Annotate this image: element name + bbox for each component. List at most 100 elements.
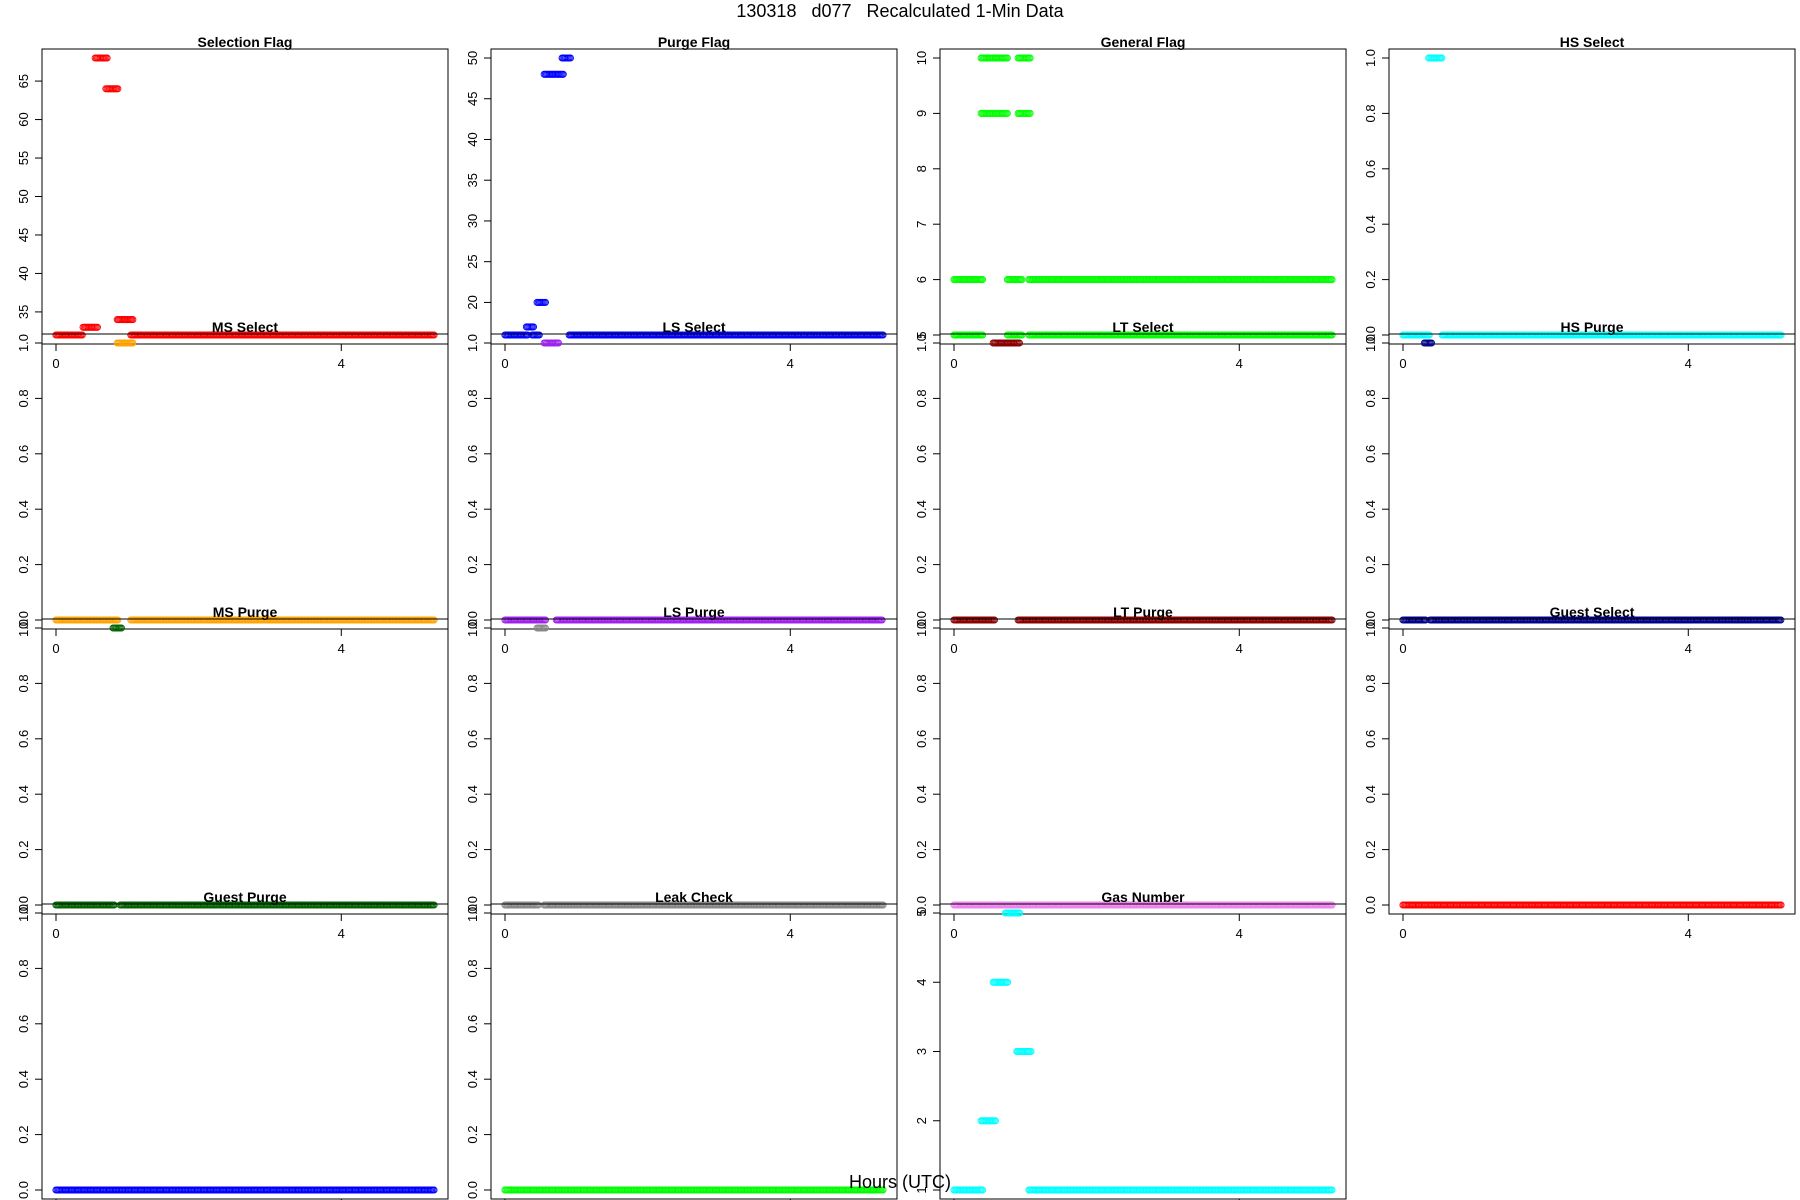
y-tick-label: 0.8 xyxy=(1363,389,1378,407)
data-points xyxy=(1399,339,1785,624)
y-tick-label: 1.0 xyxy=(465,334,480,352)
panel-ms-select: MS Select 0.0 0.2 0.4 0.6 0.8 1.0 0 4 xyxy=(16,319,449,656)
y-tick-label: 50 xyxy=(16,189,31,203)
x-tick-label: 0 xyxy=(950,641,957,656)
data-point xyxy=(1003,109,1011,117)
y-tick-label: 30 xyxy=(465,214,480,228)
y-tick-label: 0.8 xyxy=(16,674,31,692)
data-point xyxy=(129,339,137,347)
y-tick-label: 1.0 xyxy=(16,904,31,922)
panel-title: LT Select xyxy=(1112,319,1174,335)
y-tick-label: 0.6 xyxy=(465,445,480,463)
plot-frame xyxy=(490,333,898,630)
y-tick-label: 0.0 xyxy=(465,611,480,629)
y-tick-label: 0.8 xyxy=(465,674,480,692)
data-point xyxy=(566,54,574,62)
y-tick-label: 0.0 xyxy=(914,611,929,629)
data-point xyxy=(1777,901,1785,909)
data-points xyxy=(950,901,1336,909)
data-points xyxy=(501,54,887,339)
panel-title: MS Select xyxy=(212,319,278,335)
y-tick-label: 20 xyxy=(465,295,480,309)
y-tick-label: 5 xyxy=(914,331,929,338)
data-point xyxy=(529,323,538,331)
panel-title: LS Purge xyxy=(663,604,725,620)
plot-frame xyxy=(41,618,449,915)
y-tick-label: 0.2 xyxy=(465,556,480,574)
data-point xyxy=(430,901,438,909)
y-tick-label: 1.0 xyxy=(1363,334,1378,352)
y-tick-label: 0.2 xyxy=(16,556,31,574)
panel-title: Purge Flag xyxy=(658,34,730,50)
data-point xyxy=(541,298,549,306)
data-point xyxy=(554,339,563,347)
data-point xyxy=(114,616,122,624)
x-tick-label: 0 xyxy=(501,926,508,941)
figure-title: 130318 d077 Recalculated 1-Min Data xyxy=(736,1,1064,21)
panel-title: Guest Purge xyxy=(203,889,286,905)
y-tick-label: 8 xyxy=(914,165,929,172)
plot-frame xyxy=(939,618,1347,915)
data-point xyxy=(524,331,532,339)
panel-title: LT Purge xyxy=(1113,604,1173,620)
y-tick-label: 0.4 xyxy=(1363,785,1378,803)
data-point xyxy=(879,901,887,909)
y-tick-label: 45 xyxy=(16,228,31,242)
y-tick-label: 0.6 xyxy=(16,445,31,463)
y-tick-label: 0.0 xyxy=(16,611,31,629)
y-tick-label: 0.2 xyxy=(914,556,929,574)
y-tick-label: 0.8 xyxy=(16,389,31,407)
data-points xyxy=(501,339,886,624)
y-tick-label: 65 xyxy=(16,74,31,88)
y-tick-label: 50 xyxy=(465,51,480,65)
y-tick-label: 0.4 xyxy=(465,500,480,518)
panel-title: Selection Flag xyxy=(198,34,293,50)
y-tick-label: 45 xyxy=(465,92,480,106)
y-tick-label: 0.8 xyxy=(914,389,929,407)
data-points xyxy=(52,1186,438,1194)
y-tick-label: 10 xyxy=(914,51,929,65)
y-tick-label: 0.6 xyxy=(465,730,480,748)
y-tick-label: 0.0 xyxy=(1363,326,1378,344)
y-tick-label: 0.2 xyxy=(465,841,480,859)
data-point xyxy=(1026,54,1034,62)
x-tick-label: 0 xyxy=(1399,356,1406,371)
data-point xyxy=(978,276,987,284)
data-point xyxy=(1015,339,1023,347)
y-tick-label: 0.6 xyxy=(16,1015,31,1033)
data-point xyxy=(117,624,125,632)
y-tick-label: 0.8 xyxy=(465,389,480,407)
y-tick-label: 0.4 xyxy=(1363,500,1378,518)
x-tick-label: 0 xyxy=(1399,641,1406,656)
y-tick-label: 0.4 xyxy=(16,785,31,803)
y-tick-label: 0.8 xyxy=(16,959,31,977)
data-points xyxy=(52,54,438,339)
x-tick-label: 4 xyxy=(338,641,345,656)
y-tick-label: 0.4 xyxy=(914,785,929,803)
y-tick-label: 0.6 xyxy=(1363,730,1378,748)
x-tick-label: 4 xyxy=(1685,356,1692,371)
y-tick-label: 0.4 xyxy=(1363,215,1378,233)
data-points xyxy=(1399,54,1785,339)
y-tick-label: 1.0 xyxy=(16,334,31,352)
data-point xyxy=(1328,331,1336,339)
y-tick-label: 0.6 xyxy=(914,445,929,463)
x-tick-label: 0 xyxy=(52,641,59,656)
data-points xyxy=(501,624,887,909)
data-point xyxy=(1438,54,1446,62)
data-point xyxy=(559,70,567,78)
data-point xyxy=(1425,331,1433,339)
y-tick-label: 7 xyxy=(914,221,929,228)
x-tick-label: 4 xyxy=(1236,926,1243,941)
data-point xyxy=(878,616,886,624)
y-tick-label: 0.8 xyxy=(1363,674,1378,692)
y-tick-label: 0.2 xyxy=(16,841,31,859)
y-tick-label: 0.4 xyxy=(16,500,31,518)
data-points xyxy=(52,624,438,909)
x-tick-label: 4 xyxy=(338,356,345,371)
panel-title: LS Select xyxy=(662,319,725,335)
